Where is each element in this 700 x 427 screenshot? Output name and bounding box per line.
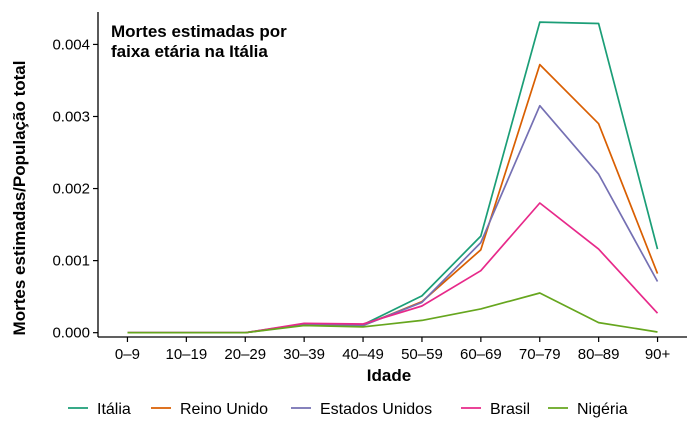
- y-tick-label: 0.000: [52, 325, 90, 342]
- y-tick-label: 0.004: [52, 36, 90, 53]
- legend-label: Brasil: [490, 401, 530, 418]
- y-tick-label: 0.002: [52, 181, 90, 198]
- y-axis-title: Mortes estimadas/População total: [10, 61, 29, 336]
- x-axis-title: Idade: [367, 366, 411, 385]
- legend-label: Nigéria: [577, 401, 628, 418]
- legend-item-reino-unido: Reino Unido: [151, 401, 268, 418]
- x-tick-label: 80–89: [578, 346, 620, 363]
- x-tick-label: 10–19: [165, 346, 207, 363]
- legend: Itália Reino Unido Estados Unidos Brasil Nig…: [68, 401, 628, 418]
- chart-title-line-2: faixa etária na Itália: [111, 42, 268, 61]
- x-tick-label: 60–69: [460, 346, 502, 363]
- series-line-estados-unidos: [127, 104, 659, 334]
- y-tick-label: 0.001: [52, 253, 90, 270]
- x-tick-label: 90+: [645, 346, 671, 363]
- legend-label: Estados Unidos: [320, 401, 432, 418]
- series-line-nigeria: [127, 292, 658, 334]
- legend-item-nigeria: Nigéria: [548, 401, 628, 418]
- series-line-italia: [127, 21, 659, 334]
- legend-item-italia: Itália: [68, 401, 131, 418]
- plot-lines: [127, 21, 659, 334]
- x-tick-label: 0–9: [115, 346, 140, 363]
- legend-label: Reino Unido: [180, 401, 268, 418]
- x-tick-label: 30–39: [283, 346, 325, 363]
- legend-item-brasil: Brasil: [461, 401, 530, 418]
- series-line-reino-unido: [127, 63, 659, 334]
- x-tick-label: 70–79: [519, 346, 561, 363]
- legend-item-estados-unidos: Estados Unidos: [291, 401, 432, 418]
- y-axis-ticks: 0.000 0.001 0.002 0.003 0.004: [52, 36, 98, 342]
- x-axis-ticks: 0–9 10–19 20–29 30–39 40–49 50–59 60–69 70–79 80…: [115, 337, 671, 363]
- x-tick-label: 20–29: [224, 346, 266, 363]
- y-tick-label: 0.003: [52, 108, 90, 125]
- chart-title-line-1: Mortes estimadas por: [111, 22, 287, 41]
- x-tick-label: 50–59: [401, 346, 443, 363]
- legend-label: Itália: [97, 401, 131, 418]
- x-tick-label: 40–49: [342, 346, 384, 363]
